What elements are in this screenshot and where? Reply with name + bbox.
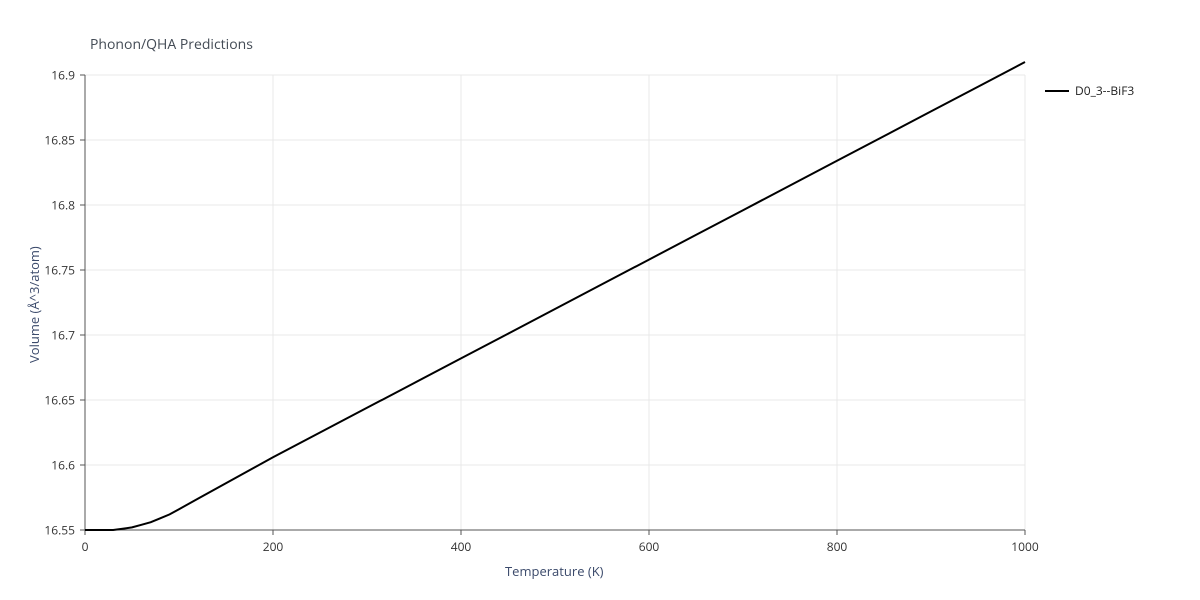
y-tick-label: 16.75 (44, 262, 75, 279)
legend: D0_3--BiF3 (1045, 82, 1134, 99)
x-tick-label: 800 (827, 538, 848, 555)
y-tick-label: 16.55 (44, 522, 75, 539)
x-tick-label: 0 (82, 538, 89, 555)
x-tick-label: 600 (639, 538, 660, 555)
legend-swatch (1045, 90, 1069, 92)
chart-container: Phonon/QHA Predictions Volume (Å^3/atom)… (0, 0, 1200, 600)
plot-svg (0, 0, 1200, 600)
y-tick-label: 16.6 (51, 457, 75, 474)
y-tick-label: 16.85 (44, 132, 75, 149)
x-tick-label: 1000 (1011, 538, 1038, 555)
y-tick-label: 16.8 (51, 197, 75, 214)
x-axis-label: Temperature (K) (505, 562, 604, 580)
y-axis-label: Volume (Å^3/atom) (25, 246, 43, 363)
y-tick-label: 16.7 (51, 327, 75, 344)
legend-label: D0_3--BiF3 (1075, 82, 1134, 99)
x-tick-label: 400 (451, 538, 472, 555)
x-tick-label: 200 (263, 538, 284, 555)
y-tick-label: 16.65 (44, 392, 75, 409)
y-tick-label: 16.9 (51, 67, 75, 84)
